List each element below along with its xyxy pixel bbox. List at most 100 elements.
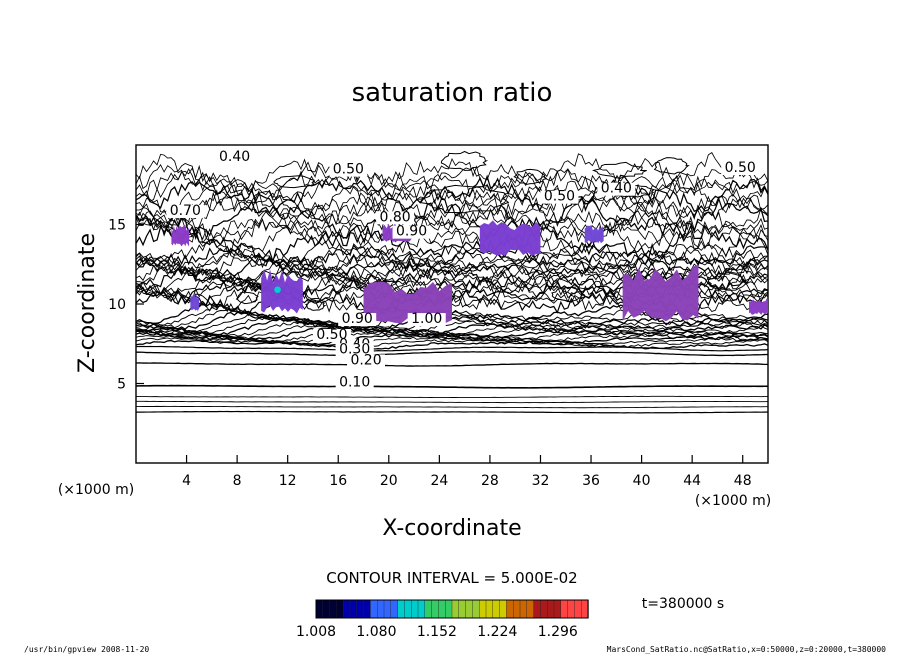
contour-line [136, 339, 768, 350]
contour-line [136, 400, 768, 404]
x-unit-label: (×1000 m) [695, 493, 771, 509]
y-unit-label: (×1000 m) [58, 482, 134, 498]
colorbar-segment [519, 599, 528, 619]
colorbar-segment [547, 599, 555, 619]
footer-left: /usr/bin/gpview 2008-11-20 [24, 645, 149, 654]
colorbar-segment [356, 599, 365, 619]
supersaturated-region [363, 281, 452, 324]
contour-loop [551, 286, 586, 302]
colorbar-segment [458, 599, 467, 619]
contour-line [136, 317, 768, 338]
x-tick-label: 20 [380, 473, 398, 489]
contour-label: 0.50 [725, 160, 756, 176]
colorbar-segment [513, 599, 521, 619]
contour-label-bg [597, 182, 636, 196]
colorbar-segment [343, 599, 351, 619]
colorbar-segment [424, 599, 433, 619]
colorbar-segment [479, 599, 487, 619]
contour-label-bg [347, 354, 386, 368]
contour-label-bg [392, 225, 431, 239]
y-tick-label: 10 [108, 297, 126, 313]
contour-label-bg [407, 313, 446, 327]
colorbar-segment [322, 599, 331, 619]
colorbar-segment [533, 599, 542, 619]
contour-label: 0.80 [380, 209, 411, 225]
colorbar: 1.008 1.080 1.152 1.224 1.296 [296, 599, 589, 640]
x-axis: 4 8 12 16 20 24 28 32 36 40 44 48 [182, 455, 752, 489]
colorbar-segment [581, 599, 589, 619]
contour-label: 0.50 [544, 189, 575, 205]
contour-line [136, 189, 768, 231]
contour-label: 1.00 [411, 311, 442, 327]
y-tick-label: 15 [108, 218, 126, 234]
contour-line [136, 265, 768, 293]
colorbar-segment [329, 599, 338, 619]
colorbar-segment [411, 599, 419, 619]
colorbar-segment [349, 599, 358, 619]
x-tick-label: 32 [532, 473, 550, 489]
contour-loop [235, 291, 259, 305]
contour-line [136, 222, 768, 258]
colorbar-tick-label: 1.080 [356, 624, 396, 640]
colorbar-segment [540, 599, 548, 619]
time-label: t=380000 s [642, 596, 724, 612]
contour-label: 0.30 [339, 341, 370, 357]
colorbar-segment [499, 599, 508, 619]
colorbar-segment [506, 599, 514, 619]
contour-label-bg [338, 313, 377, 327]
colorbar-segment [553, 599, 562, 619]
contour-loop [273, 175, 316, 189]
colorbar-segment [417, 599, 426, 619]
footer-right: MarsCond_SatRatio.nc@SatRatio,x=0:50000,… [607, 645, 887, 654]
x-tick-label: 48 [734, 473, 752, 489]
contour-line [136, 168, 768, 212]
colorbar-segment [465, 599, 474, 619]
contour-line [136, 211, 768, 257]
contour-line [136, 201, 768, 243]
colorbar-tick-label: 1.296 [538, 624, 578, 640]
supersaturated-region [584, 224, 604, 244]
contour-line [136, 384, 768, 389]
contour-line [136, 351, 768, 357]
colorbar-segment [492, 599, 501, 619]
colorbar-tick-label: 1.008 [296, 624, 336, 640]
contour-line [136, 395, 768, 398]
colorbar-tick-label: 1.152 [417, 624, 457, 640]
contour-label: 0.90 [396, 224, 427, 240]
colorbar-segment [390, 599, 399, 619]
colorbar-segment [404, 599, 412, 619]
contour-loop [305, 300, 327, 311]
colorbar-segment [336, 599, 344, 619]
contour-label: 0.90 [342, 311, 373, 327]
contour-line [136, 210, 768, 248]
colorbar-segment [383, 599, 392, 619]
contour-loop [513, 168, 548, 185]
x-tick-label: 44 [683, 473, 701, 489]
contour-label-bg [329, 163, 368, 177]
chart-title: saturation ratio [352, 78, 553, 108]
contour-label: 0.40 [219, 149, 250, 165]
x-tick-label: 28 [481, 473, 499, 489]
contour-line [136, 157, 768, 201]
colorbar-segment [315, 599, 324, 619]
contour-label-bg [376, 211, 415, 225]
supersaturated-region [261, 269, 303, 314]
contour-loop [707, 271, 747, 291]
colorbar-frame [315, 599, 589, 619]
colorbar-segment [445, 599, 453, 619]
contour-loop [440, 150, 489, 171]
colorbar-tick-label: 1.224 [477, 624, 517, 640]
supersaturated-region [479, 220, 541, 256]
contour-label-bg [721, 162, 760, 176]
x-tick-label: 36 [582, 473, 600, 489]
contour-loop [419, 184, 510, 214]
contour-loop [591, 161, 647, 180]
colorbar-segment [451, 599, 460, 619]
colorbar-segment [370, 599, 378, 619]
contour-line [136, 254, 768, 282]
contour-label: 0.40 [601, 181, 632, 197]
supersaturated-region [622, 264, 699, 322]
contour-label-layer: 0.400.500.700.400.500.500.800.900.90 1.00… [166, 149, 760, 391]
